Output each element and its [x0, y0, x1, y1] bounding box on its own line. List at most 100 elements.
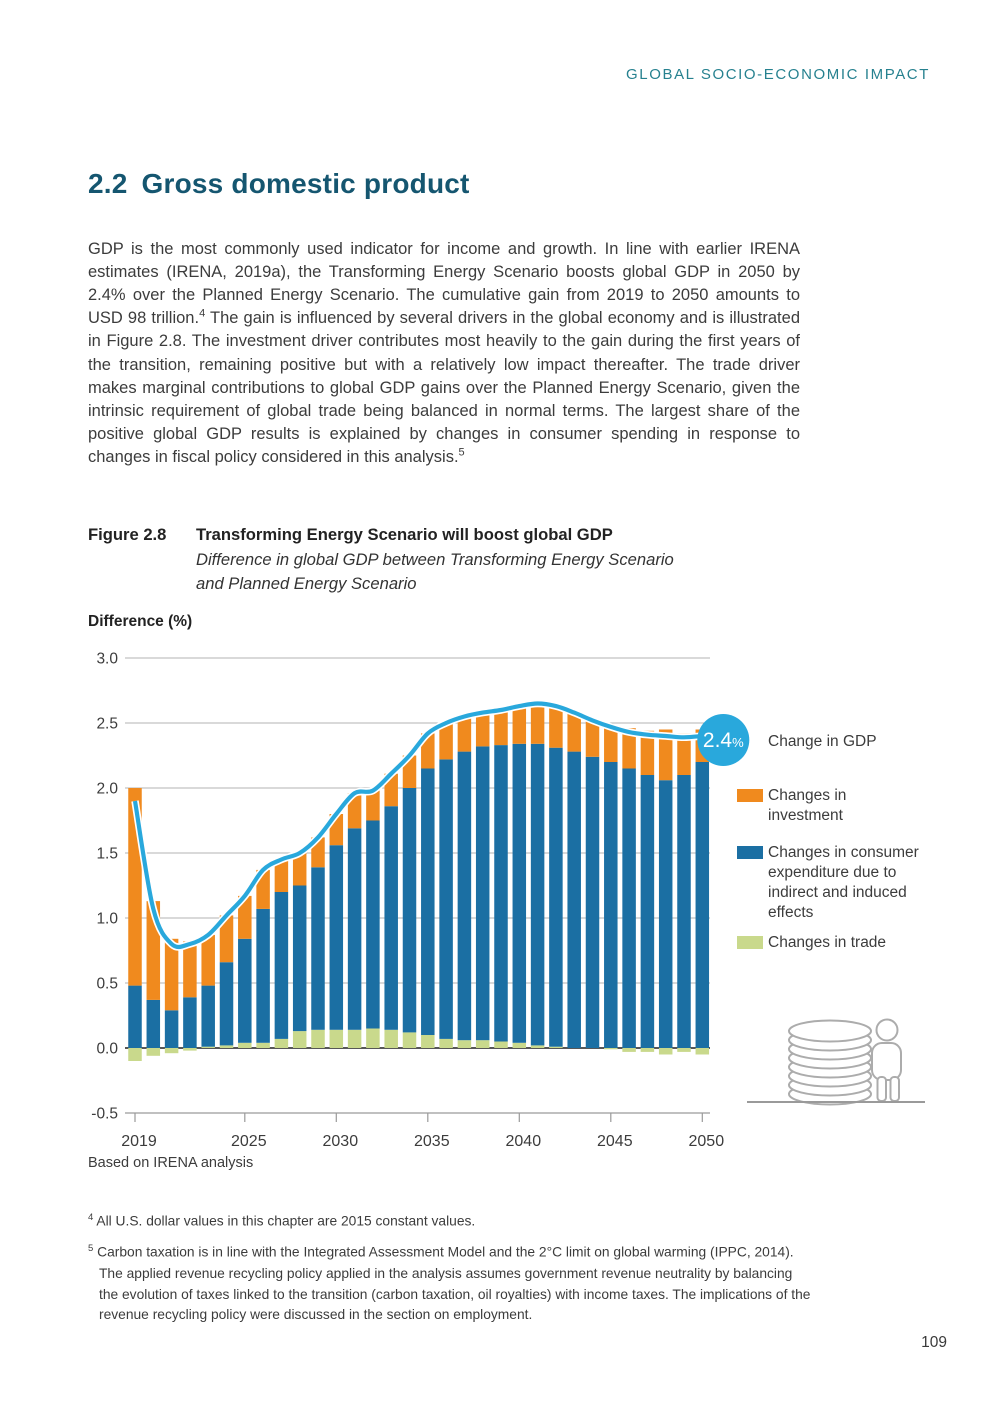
bar-segment-investment: [530, 703, 545, 744]
bar-segment-investment: [585, 720, 600, 757]
bar-segment-consumer: [457, 751, 472, 1041]
bar-segment-trade: [164, 1048, 179, 1054]
footnote-5-marker: 5: [88, 1243, 94, 1255]
y-tick-label: 0.5: [96, 976, 118, 993]
bar-segment-consumer: [585, 756, 600, 1048]
section-heading: 2.2 Gross domestic product: [88, 168, 470, 200]
bar-segment-consumer: [347, 828, 362, 1030]
bar-segment-investment: [219, 915, 234, 963]
footnote-5: 5 Carbon taxation is in line with the In…: [88, 1239, 812, 1326]
bar-segment-trade: [274, 1038, 289, 1048]
x-tick-label: 2030: [323, 1133, 359, 1150]
figure-source: Based on IRENA analysis: [88, 1155, 254, 1171]
x-tick-label: 2050: [689, 1133, 725, 1150]
page-number: 109: [921, 1334, 947, 1351]
bar-segment-consumer: [439, 759, 453, 1039]
bar-segment-investment: [238, 895, 252, 939]
footnote-4-text: All U.S. dollar values in this chapter a…: [96, 1213, 476, 1229]
footnote-5-text: Carbon taxation is in line with the Inte…: [97, 1244, 811, 1323]
bar-segment-trade: [402, 1032, 417, 1048]
bar-segment-investment: [201, 934, 215, 986]
footnote-4: 4 All U.S. dollar values in this chapter…: [88, 1208, 812, 1232]
bar-segment-investment: [164, 938, 179, 1011]
bar-segment-consumer: [183, 997, 197, 1048]
bar-segment-investment: [512, 706, 527, 744]
bar-segment-consumer: [256, 908, 270, 1043]
gdp-callout-text: 2.4%: [703, 729, 744, 752]
y-tick-label: 2.0: [96, 781, 118, 798]
bar-segment-trade: [201, 1046, 215, 1048]
legend-label-trade: Changes in trade: [768, 934, 887, 951]
bar-segment-trade: [640, 1048, 655, 1052]
bar-segment-consumer: [567, 751, 581, 1048]
bar-segment-consumer: [402, 788, 417, 1033]
bar-segment-trade: [439, 1038, 453, 1048]
bar-segment-trade: [219, 1045, 234, 1048]
x-tick-label: 2035: [414, 1133, 450, 1150]
bar-segment-consumer: [128, 985, 142, 1048]
bar-segment-investment: [274, 859, 289, 892]
paragraph-part1: GDP is the most commonly used indicator …: [88, 239, 800, 328]
bar-segment-trade: [384, 1029, 398, 1048]
bar-segment-trade: [658, 1048, 673, 1055]
bar-segment-consumer: [640, 775, 655, 1048]
body-paragraph: GDP is the most commonly used indicator …: [88, 238, 800, 470]
bar-segment-trade: [256, 1042, 270, 1048]
section-number: 2.2: [88, 168, 128, 199]
coin-stack-and-person-icon: [747, 1018, 925, 1106]
legend-swatch-investment: [737, 789, 763, 802]
bar-segment-trade: [475, 1040, 490, 1048]
bar-segment-trade: [677, 1048, 691, 1052]
legend-label-gdp-line: Change in GDP: [768, 733, 877, 750]
bar-segment-trade: [329, 1029, 344, 1048]
y-tick-label: -0.5: [91, 1106, 118, 1123]
bar-segment-trade: [695, 1048, 710, 1055]
bar-segment-consumer: [549, 747, 563, 1047]
running-header: GLOBAL SOCIO-ECONOMIC IMPACT: [626, 66, 930, 83]
bar-segment-investment: [549, 706, 563, 748]
bar-segment-investment: [640, 730, 655, 775]
bar-segment-consumer: [238, 938, 252, 1043]
bar-segment-trade: [494, 1041, 508, 1048]
bar-segment-consumer: [146, 999, 161, 1048]
x-tick-label: 2025: [231, 1133, 267, 1150]
bar-segment-investment: [439, 723, 453, 760]
figure-title: Transforming Energy Scenario will boost …: [196, 525, 613, 544]
footnote-4-marker: 4: [88, 1212, 94, 1223]
bar-segment-trade: [311, 1029, 325, 1048]
bar-segment-trade: [366, 1028, 380, 1048]
bar-segment-consumer: [677, 775, 691, 1048]
bar-segment-investment: [475, 712, 490, 747]
paragraph-part2: The gain is influenced by several driver…: [88, 309, 800, 467]
legend-swatch-trade: [737, 936, 763, 949]
bar-segment-consumer: [311, 867, 325, 1030]
bar-segment-consumer: [164, 1010, 179, 1048]
x-tick-label: 2045: [597, 1133, 633, 1150]
bar-segment-consumer: [604, 762, 618, 1048]
bar-segment-investment: [567, 712, 581, 752]
bar-segment-consumer: [494, 745, 508, 1042]
bar-segment-trade: [549, 1046, 563, 1048]
y-tick-label: 3.0: [96, 651, 118, 668]
bar-segment-trade: [512, 1042, 527, 1048]
bar-segment-investment: [292, 853, 307, 886]
bar-segment-trade: [128, 1048, 142, 1061]
bar-segment-consumer: [658, 780, 673, 1048]
bar-segment-trade: [604, 1048, 618, 1050]
bar-segment-consumer: [219, 962, 234, 1046]
x-tick-label: 2040: [506, 1133, 542, 1150]
y-tick-label: 1.0: [96, 911, 118, 928]
bar-segment-trade: [421, 1035, 435, 1048]
bar-segment-investment: [366, 790, 380, 821]
bar-segment-consumer: [366, 820, 380, 1029]
x-tick-label: 2019: [121, 1133, 157, 1150]
bar-segment-trade: [457, 1040, 472, 1048]
bar-segment-investment: [622, 728, 636, 769]
bar-segment-consumer: [475, 746, 490, 1041]
bar-segment-investment: [347, 793, 362, 829]
bar-segment-consumer: [512, 743, 527, 1043]
bar-segment-consumer: [201, 985, 215, 1047]
section-title: Gross domestic product: [141, 168, 470, 199]
